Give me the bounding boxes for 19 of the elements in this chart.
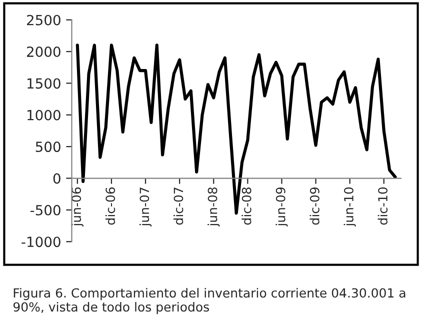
- y-tick-label: -500: [30, 204, 60, 216]
- y-tick-label: 500: [36, 142, 60, 152]
- y-tick-label: 0: [53, 173, 60, 184]
- x-tick-label: jun-10: [344, 187, 356, 227]
- y-tick-label: 2000: [26, 46, 60, 58]
- x-tick-label: dic-09: [310, 187, 320, 225]
- x-tick-label: jun-08: [208, 187, 220, 227]
- x-tick-label: dic-10: [378, 187, 388, 225]
- x-tick-label: jun-06: [71, 187, 84, 227]
- x-tick-label: dic-07: [174, 188, 184, 225]
- x-tick-label: dic-08: [242, 187, 252, 225]
- y-tick-label: 1000: [28, 110, 60, 120]
- x-tick-label: jun-07: [139, 188, 152, 227]
- y-tick-label: 1500: [28, 78, 60, 89]
- y-tick-label: -1000: [22, 236, 60, 248]
- x-tick-label: dic-06: [105, 187, 116, 225]
- y-tick-label: 2500: [26, 14, 60, 26]
- text: Figura 6. Comportamiento del inventario corriente 04.30.001 a 90%, vista de todo los periodos: [13, 288, 406, 314]
- x-tick-label: jun-09: [276, 187, 288, 227]
